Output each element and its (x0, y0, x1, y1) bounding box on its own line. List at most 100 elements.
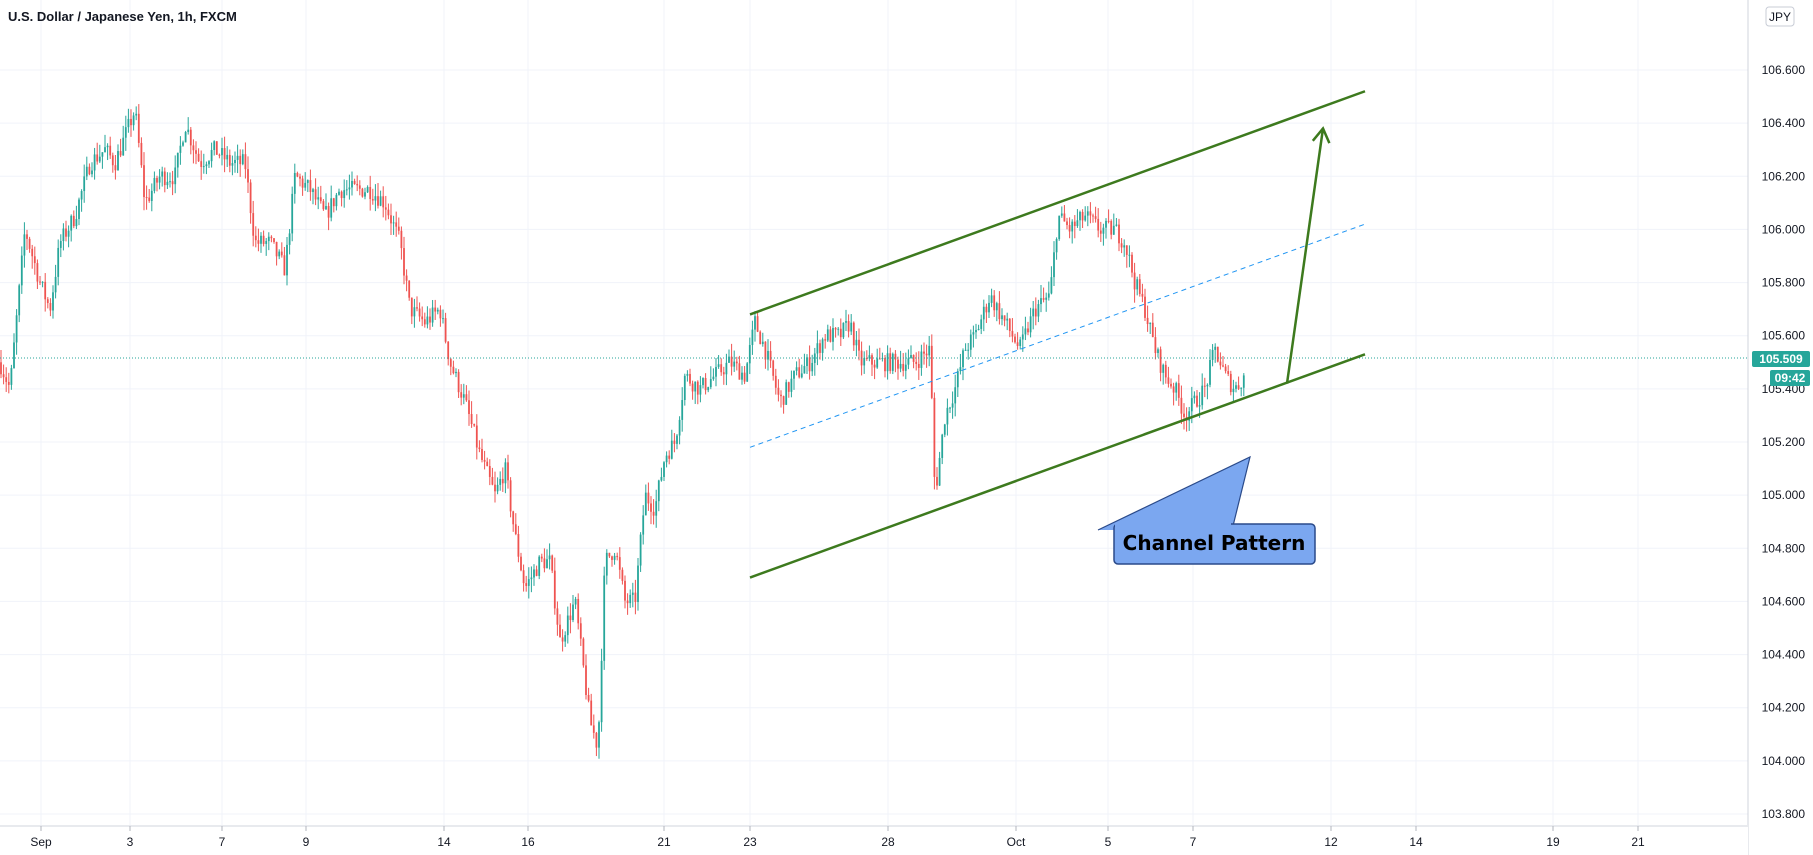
candle-body (478, 447, 481, 450)
candle-body (702, 378, 704, 386)
candle-body (920, 351, 923, 368)
candle-body (457, 371, 460, 393)
candle-body (800, 373, 803, 378)
y-tick-label: 104.800 (1762, 541, 1806, 555)
candle-body (806, 357, 808, 367)
candle-body (811, 362, 814, 372)
candle-body (1040, 298, 1042, 305)
candle-body (288, 233, 291, 245)
candle-body (803, 366, 806, 374)
candle-body (956, 371, 959, 388)
candle-body (977, 328, 980, 330)
candle-body (897, 359, 899, 369)
candle-body (1235, 385, 1237, 389)
candle-body (600, 660, 603, 723)
candle-body (525, 583, 528, 586)
candle-body (166, 181, 169, 186)
candle-body (964, 349, 967, 351)
candle-body (1107, 220, 1110, 222)
candle-body (985, 306, 988, 313)
candle-body (1060, 213, 1063, 216)
candle-body (988, 302, 990, 313)
candle-body (696, 381, 699, 395)
candle-body (137, 113, 140, 143)
candle-body (192, 145, 195, 151)
candle-body (291, 193, 294, 234)
candle-body (715, 366, 717, 377)
candle-body (1021, 334, 1024, 340)
candle-body (387, 209, 390, 216)
candle-body (353, 180, 356, 184)
candle-body (699, 385, 702, 395)
candle-body (343, 190, 346, 199)
x-tick-label: 19 (1546, 835, 1560, 849)
candle-body (93, 154, 96, 171)
candle-body (559, 624, 561, 638)
channel-lower-line (749, 353, 1366, 579)
x-tick-label: 14 (437, 835, 451, 849)
candle-body (566, 615, 569, 636)
y-tick-label: 105.800 (1762, 276, 1806, 290)
candle-body (361, 188, 364, 197)
y-tick-label: 106.400 (1762, 116, 1806, 130)
candle-body (439, 309, 442, 319)
candle-body (283, 255, 286, 276)
candle-body (842, 322, 845, 338)
candle-body (252, 213, 255, 236)
candle-body (522, 570, 525, 584)
candle-body (613, 555, 616, 560)
candle-body (577, 598, 580, 624)
candle-body (816, 343, 819, 354)
candle-body (743, 372, 746, 382)
candle-body (943, 424, 946, 435)
candle-body (832, 327, 834, 342)
candle-body (475, 425, 478, 448)
candle-body (114, 165, 117, 171)
candle-body (946, 407, 949, 425)
candle-body (631, 592, 634, 595)
candle-body (587, 694, 590, 701)
candle-body (540, 556, 543, 559)
candle-body (23, 234, 26, 256)
last-price-badge: 105.509 09:42 (1752, 351, 1810, 386)
candle-body (868, 355, 871, 359)
candle-body (1209, 359, 1211, 385)
y-tick-label: 105.000 (1762, 488, 1806, 502)
currency-button[interactable]: JPY (1765, 6, 1795, 27)
currency-button-label[interactable]: JPY (1769, 10, 1791, 24)
candle-body (969, 334, 972, 350)
candle-body (1092, 215, 1094, 217)
y-tick-label: 105.200 (1762, 435, 1806, 449)
candle-body (15, 315, 18, 343)
candle-body (384, 207, 387, 210)
candle-body (280, 251, 283, 256)
candle-body (728, 356, 730, 363)
candle-body (553, 570, 556, 609)
candle-body (421, 316, 424, 320)
candle-body (1032, 308, 1035, 317)
candle-body (356, 183, 359, 186)
candle-body (1227, 371, 1230, 374)
candle-body (1224, 366, 1227, 372)
candle-body (330, 198, 333, 218)
candle-body (673, 440, 676, 444)
candle-body (785, 382, 788, 405)
candle-body (1079, 211, 1081, 221)
y-tick-label: 106.200 (1762, 169, 1806, 183)
candle-body (442, 318, 444, 320)
candle-body (1001, 315, 1003, 320)
candle-body (949, 407, 951, 409)
candle-body (1042, 298, 1045, 300)
candle-body (358, 185, 361, 189)
candle-body (1180, 397, 1183, 414)
candle-body (1157, 349, 1159, 354)
candle-body (821, 339, 824, 353)
candle-body (1211, 349, 1214, 360)
candle-body (546, 559, 548, 569)
candle-body (1183, 413, 1185, 417)
candle-body (611, 556, 613, 560)
candle-body (509, 480, 512, 512)
candle-body (912, 355, 915, 362)
candle-body (564, 635, 567, 642)
